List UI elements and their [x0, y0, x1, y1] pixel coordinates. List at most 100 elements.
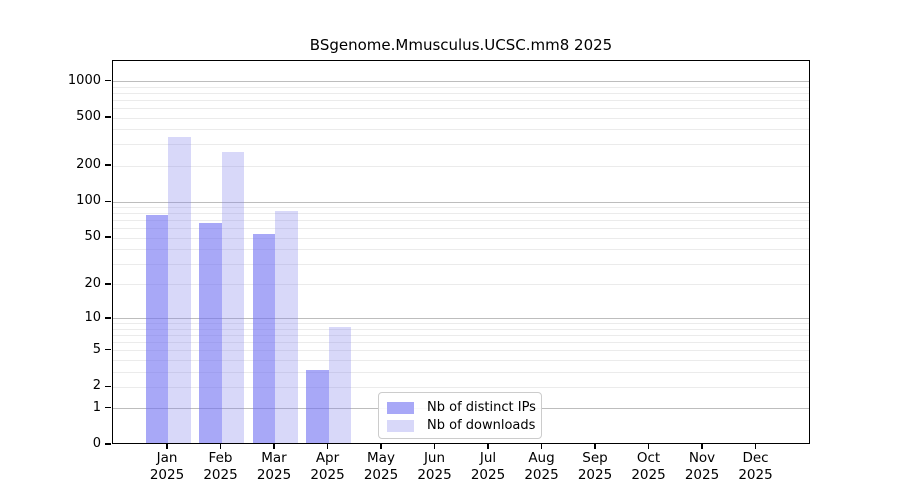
y-tick-label: 1 — [92, 399, 101, 415]
x-tick-mark — [754, 444, 757, 449]
y-tick-label: 1000 — [67, 72, 101, 88]
gridline-minor — [113, 359, 809, 361]
bar-distinct-ips-apr — [306, 370, 329, 443]
x-tick-month: Jan — [156, 450, 178, 466]
plot-area — [112, 60, 810, 444]
x-tick-year: 2025 — [417, 466, 452, 483]
gridline-minor — [113, 263, 809, 265]
gridline-minor — [113, 228, 809, 230]
bar-downloads-jan — [168, 137, 191, 443]
x-tick-mark — [326, 444, 329, 449]
gridline-minor — [113, 213, 809, 215]
x-tick-label: Jan 2025 — [135, 450, 199, 483]
gridline-minor — [113, 107, 809, 109]
x-tick-month: Jun — [423, 450, 446, 466]
gridline-minor — [113, 335, 809, 337]
gridline-minor — [113, 86, 809, 88]
x-tick-year: 2025 — [363, 466, 399, 483]
x-tick-year: 2025 — [738, 466, 773, 483]
x-tick-month: Feb — [208, 450, 233, 466]
x-tick-label: Aug 2025 — [510, 450, 574, 483]
x-tick-mark — [273, 444, 275, 449]
gridline-minor — [113, 386, 809, 388]
x-tick-mark — [433, 444, 436, 449]
y-tick-mark — [105, 349, 111, 351]
y-tick-label: 10 — [84, 309, 101, 325]
x-tick-mark — [540, 444, 543, 449]
x-tick-label: Jul 2025 — [456, 450, 520, 483]
gridline-minor — [113, 92, 809, 94]
legend-label: Nb of downloads — [427, 418, 536, 433]
y-tick-label: 2 — [92, 378, 101, 394]
x-tick-month: Jul — [479, 450, 497, 466]
x-tick-label: Sep 2025 — [563, 450, 627, 483]
x-tick-label: May 2025 — [349, 450, 413, 483]
x-tick-label: Mar 2025 — [242, 450, 306, 483]
y-tick-label: 100 — [76, 193, 101, 209]
x-tick-mark — [166, 444, 168, 449]
x-tick-month: Nov — [688, 450, 716, 466]
x-tick-mark — [380, 444, 382, 449]
bar-distinct-ips-mar — [252, 234, 275, 443]
gridline-minor — [113, 284, 809, 286]
x-tick-label: Dec 2025 — [724, 450, 788, 483]
x-tick-month: Dec — [742, 450, 769, 466]
bar-distinct-ips-jan — [145, 215, 168, 443]
x-tick-month: Sep — [582, 450, 608, 466]
x-tick-year: 2025 — [524, 466, 559, 483]
x-tick-label: Feb 2025 — [189, 450, 253, 483]
gridline-minor — [113, 237, 809, 239]
y-tick-mark — [105, 164, 111, 166]
gridline-major — [113, 81, 809, 83]
y-tick-mark — [105, 443, 111, 445]
gridline-minor — [113, 220, 809, 222]
y-tick-label: 200 — [76, 157, 101, 173]
gridline-minor — [113, 342, 809, 344]
x-tick-label: Apr 2025 — [296, 450, 360, 483]
y-tick-mark — [105, 116, 111, 118]
x-tick-month: May — [367, 450, 395, 466]
gridline-minor — [113, 328, 809, 330]
x-tick-label: Jun 2025 — [403, 450, 467, 483]
x-tick-mark — [219, 444, 222, 449]
gridline-major — [113, 201, 809, 203]
legend-item-downloads: Nb of downloads — [387, 418, 536, 433]
y-tick-mark — [105, 200, 111, 202]
y-tick-label: 0 — [92, 436, 101, 451]
x-tick-label: Nov 2025 — [670, 450, 734, 483]
bar-distinct-ips-feb — [199, 223, 222, 443]
x-tick-year: 2025 — [256, 466, 292, 483]
gridline-minor — [113, 117, 809, 119]
x-tick-mark — [594, 444, 596, 449]
x-tick-year: 2025 — [203, 466, 238, 483]
y-tick-mark — [105, 385, 111, 387]
gridline-minor — [113, 207, 809, 209]
gridline-minor — [113, 144, 809, 146]
y-tick-mark — [105, 79, 111, 82]
x-tick-month: Oct — [636, 450, 661, 466]
x-tick-year: 2025 — [470, 466, 506, 483]
x-tick-mark — [701, 444, 703, 449]
legend-label: Nb of distinct IPs — [427, 400, 536, 415]
x-tick-year: 2025 — [577, 466, 613, 483]
x-tick-year: 2025 — [684, 466, 720, 483]
gridline-minor — [113, 249, 809, 251]
y-tick-mark — [105, 406, 111, 409]
x-tick-label: Oct 2025 — [617, 450, 681, 483]
bar-downloads-feb — [221, 152, 244, 443]
y-tick-label: 500 — [76, 109, 101, 124]
x-tick-month: Aug — [528, 450, 555, 466]
chart-title: BSgenome.Mmusculus.UCSC.mm8 2025 — [309, 36, 613, 54]
x-tick-year: 2025 — [310, 466, 345, 483]
gridline-minor — [113, 165, 809, 167]
x-tick-year: 2025 — [631, 466, 666, 483]
x-tick-mark — [487, 444, 489, 449]
legend-item-distinct-ips: Nb of distinct IPs — [387, 400, 536, 415]
x-tick-month: Apr — [315, 450, 340, 466]
y-tick-label: 5 — [92, 341, 101, 357]
legend: Nb of distinct IPs Nb of downloads — [378, 392, 542, 439]
x-tick-month: Mar — [261, 450, 287, 466]
gridline-minor — [113, 371, 809, 373]
gridline-major — [113, 318, 809, 320]
